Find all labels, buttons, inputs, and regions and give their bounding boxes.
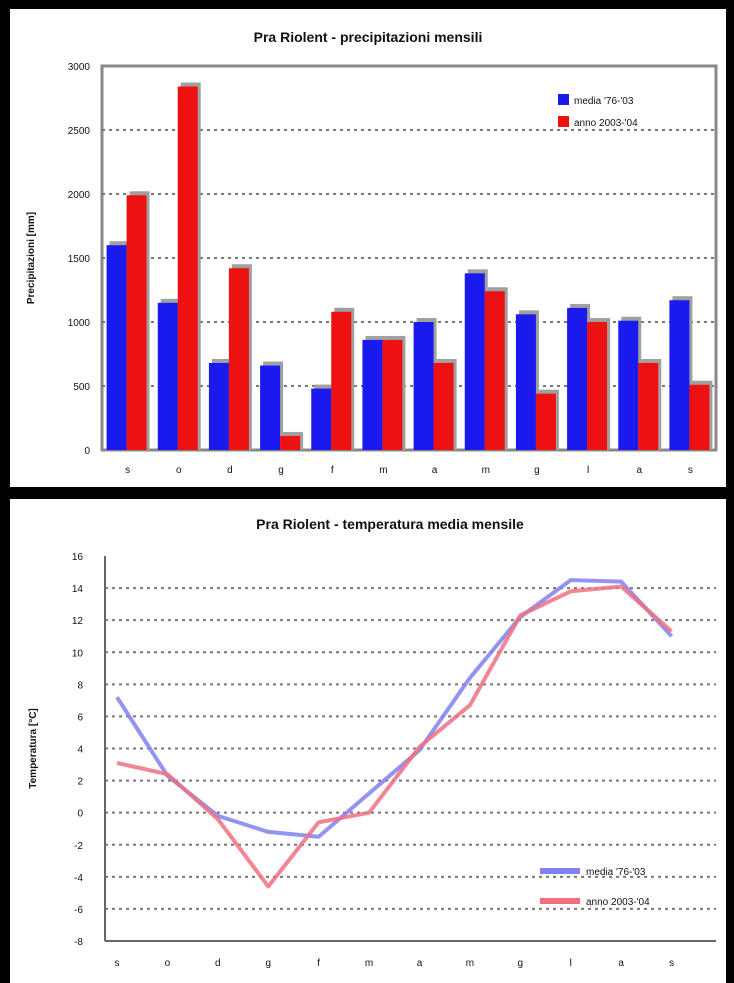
temperature-chart: Pra Riolent - temperatura media mensile -… bbox=[28, 516, 716, 969]
bar bbox=[208, 362, 229, 450]
x-tick-label: m bbox=[365, 958, 373, 969]
bar bbox=[126, 195, 147, 450]
bar bbox=[260, 365, 281, 450]
x-tick-label: s bbox=[669, 958, 674, 969]
y-tick-label: 16 bbox=[72, 552, 84, 563]
x-tick-label: a bbox=[636, 465, 642, 476]
bar bbox=[106, 245, 127, 450]
x-tick-label: s bbox=[125, 465, 130, 476]
x-tick-label: g bbox=[278, 465, 284, 476]
precipitation-chart-panel: Pra Riolent - precipitazioni mensili 0 500… bbox=[10, 9, 726, 487]
y-tick-label: 2000 bbox=[68, 190, 91, 201]
legend-swatch bbox=[558, 94, 569, 105]
y-axis-label: Precipitazioni [mm] bbox=[26, 212, 37, 304]
y-tick-label: 2 bbox=[77, 777, 83, 788]
y-tick-label: 6 bbox=[77, 712, 83, 723]
x-tick-label: a bbox=[618, 958, 624, 969]
bar bbox=[484, 291, 505, 450]
legend-label: media '76-'03 bbox=[574, 96, 634, 107]
bar bbox=[689, 384, 710, 450]
x-tick-label: s bbox=[115, 958, 120, 969]
precipitation-chart: Pra Riolent - precipitazioni mensili 0 500… bbox=[26, 29, 718, 476]
x-tick-label: d bbox=[227, 465, 233, 476]
x-tick-label: m bbox=[379, 465, 387, 476]
bar bbox=[535, 393, 556, 450]
y-tick-label: 0 bbox=[84, 446, 90, 457]
bar bbox=[638, 362, 659, 450]
y-tick-label: 14 bbox=[72, 584, 84, 595]
y-tick-label: 12 bbox=[72, 616, 84, 627]
chart-title: Pra Riolent - precipitazioni mensili bbox=[254, 29, 483, 45]
x-tick-label: d bbox=[215, 958, 221, 969]
x-tick-label: l bbox=[570, 958, 572, 969]
y-tick-label: 4 bbox=[77, 745, 83, 756]
y-tick-label: -4 bbox=[74, 873, 83, 884]
bar bbox=[280, 435, 301, 450]
bar bbox=[618, 320, 639, 450]
bar bbox=[228, 268, 249, 450]
bar bbox=[567, 307, 588, 450]
legend-label: media '76-'03 bbox=[586, 867, 646, 878]
x-tick-label: a bbox=[417, 958, 423, 969]
y-tick-label: -2 bbox=[74, 841, 83, 852]
x-tick-label: o bbox=[176, 465, 182, 476]
bar bbox=[587, 322, 608, 450]
bar bbox=[177, 86, 198, 450]
chart-title: Pra Riolent - temperatura media mensile bbox=[256, 516, 524, 532]
y-tick-label: 2500 bbox=[68, 126, 91, 137]
bar bbox=[464, 273, 485, 450]
temperature-chart-panel: Pra Riolent - temperatura media mensile -… bbox=[10, 499, 726, 983]
bar bbox=[413, 322, 434, 450]
bar bbox=[515, 314, 536, 450]
legend-label: anno 2003-'04 bbox=[574, 118, 638, 129]
y-tick-label: 8 bbox=[77, 680, 83, 691]
y-axis-label: Temperatura [°C] bbox=[28, 708, 39, 789]
y-tick-label: 10 bbox=[72, 648, 84, 659]
x-tick-label: g bbox=[518, 958, 524, 969]
bar bbox=[331, 311, 352, 450]
x-tick-label: a bbox=[432, 465, 438, 476]
y-tick-label: 1500 bbox=[68, 254, 91, 265]
bar bbox=[362, 339, 383, 450]
series-line bbox=[116, 584, 673, 889]
x-tick-label: g bbox=[534, 465, 540, 476]
y-tick-label: 3000 bbox=[68, 62, 91, 73]
bar bbox=[311, 388, 332, 450]
x-tick-label: m bbox=[482, 465, 490, 476]
series-line bbox=[115, 578, 674, 839]
y-tick-label: 500 bbox=[73, 382, 90, 393]
x-tick-label: o bbox=[165, 958, 171, 969]
x-tick-label: f bbox=[331, 465, 334, 476]
bar bbox=[669, 300, 690, 450]
x-tick-label: s bbox=[688, 465, 693, 476]
bar bbox=[433, 362, 454, 450]
bar bbox=[157, 302, 178, 450]
y-tick-label: 1000 bbox=[68, 318, 91, 329]
bar bbox=[382, 339, 403, 450]
x-tick-label: f bbox=[317, 958, 320, 969]
y-tick-label: -6 bbox=[74, 905, 83, 916]
x-tick-label: m bbox=[466, 958, 474, 969]
x-tick-label: l bbox=[587, 465, 589, 476]
x-tick-label: g bbox=[265, 958, 271, 969]
legend-swatch bbox=[558, 116, 569, 127]
y-tick-label: -8 bbox=[74, 937, 83, 948]
y-tick-label: 0 bbox=[77, 809, 83, 820]
legend-label: anno 2003-'04 bbox=[586, 897, 650, 908]
